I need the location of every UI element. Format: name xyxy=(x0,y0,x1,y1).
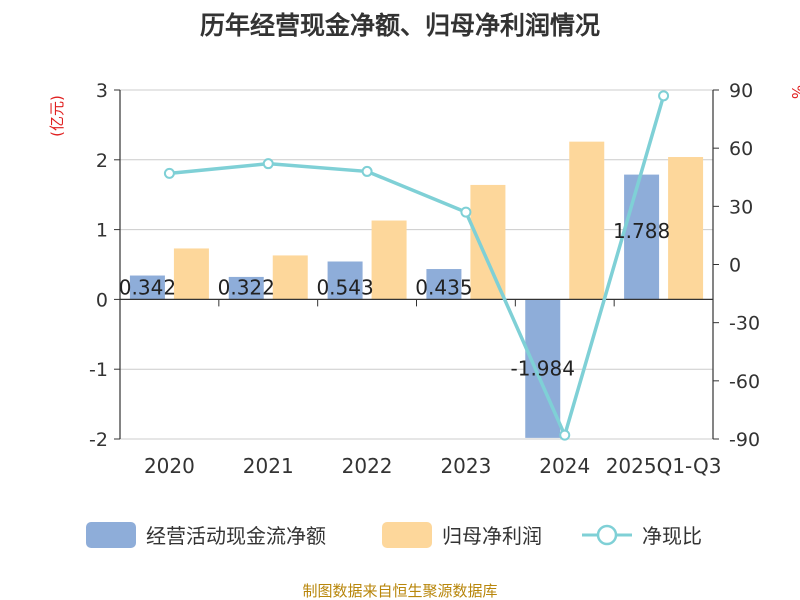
left-axis-unit: (亿元) xyxy=(48,95,66,137)
right-axis-unit: % xyxy=(788,85,800,99)
net-cash-ratio-point xyxy=(163,167,175,179)
cashflow-value-label: -1.984 xyxy=(511,357,575,381)
net-cash-ratio-point xyxy=(658,90,670,102)
net-cash-ratio-point xyxy=(460,206,472,218)
right-tick-label: -90 xyxy=(729,429,760,451)
right-tick-label: -30 xyxy=(729,313,760,335)
cashflow-bar xyxy=(624,174,660,300)
cashflow-bar xyxy=(129,275,165,300)
left-tick-label: 0 xyxy=(96,289,108,311)
legend-label-cashflow[interactable]: 经营活动现金流净额 xyxy=(146,524,326,548)
cashflow-value-label: 1.788 xyxy=(613,219,670,243)
cashflow-bar xyxy=(426,269,462,300)
legend-swatch-cashflow[interactable] xyxy=(86,522,136,548)
net-profit-bar xyxy=(668,157,704,300)
net-cash-ratio-point xyxy=(559,429,571,441)
axes: 3 2 1 0 -1 -2 90 60 30 0 -30 -60 -90 2020 2021 2022 2023… xyxy=(89,80,760,478)
data-labels: 0.342 0.322 0.543 0.435 -1.984 1.788 xyxy=(119,219,670,381)
net-profit-bar xyxy=(470,184,506,300)
left-tick-label: -1 xyxy=(89,359,108,381)
cashflow-value-label: 0.543 xyxy=(316,275,373,299)
category-label: 2020 xyxy=(144,454,195,478)
net-profit-bar xyxy=(569,141,605,300)
net-profit-bar xyxy=(173,248,209,300)
source-note: 制图数据来自恒生聚源数据库 xyxy=(302,582,497,600)
left-tick-label: 3 xyxy=(96,80,108,102)
net-cash-ratio-point xyxy=(361,165,373,177)
net-cash-ratio-polyline xyxy=(169,95,666,437)
legend-label-net-cash-ratio[interactable]: 净现比 xyxy=(642,524,702,548)
category-label: 2024 xyxy=(539,454,590,478)
cashflow-bar xyxy=(228,276,264,300)
legend-label-net-profit[interactable]: 归母净利润 xyxy=(442,524,542,548)
net-profit-bar xyxy=(272,255,308,300)
right-tick-label: 90 xyxy=(729,80,753,102)
left-tick-label: 1 xyxy=(96,220,108,242)
cashflow-value-label: 0.435 xyxy=(415,275,472,299)
category-label: 2023 xyxy=(440,454,491,478)
net-cash-ratio-line xyxy=(163,90,670,441)
right-tick-label: 30 xyxy=(729,196,753,218)
legend-marker-net-cash-ratio[interactable] xyxy=(596,524,618,546)
category-label: 2025Q1-Q3 xyxy=(606,454,722,478)
category-label: 2022 xyxy=(342,454,393,478)
left-tick-label: -2 xyxy=(89,429,108,451)
grid xyxy=(120,89,713,440)
legend[interactable]: 经营活动现金流净额 归母净利润 净现比 xyxy=(86,522,702,548)
right-tick-label: 60 xyxy=(729,138,753,160)
cashflow-value-label: 0.342 xyxy=(119,275,176,299)
right-tick-label: 0 xyxy=(729,255,741,277)
right-tick-label: -60 xyxy=(729,371,760,393)
category-label: 2021 xyxy=(243,454,294,478)
cashflow-value-label: 0.322 xyxy=(218,275,275,299)
cashflow-bar xyxy=(327,261,363,300)
net-profit-bar xyxy=(371,220,407,300)
left-tick-label: 2 xyxy=(96,150,108,172)
net-cash-ratio-point xyxy=(262,158,274,170)
chart-title: 历年经营现金净额、归母净利润情况 xyxy=(200,11,600,40)
bars xyxy=(129,141,704,438)
legend-swatch-net-profit[interactable] xyxy=(382,522,432,548)
